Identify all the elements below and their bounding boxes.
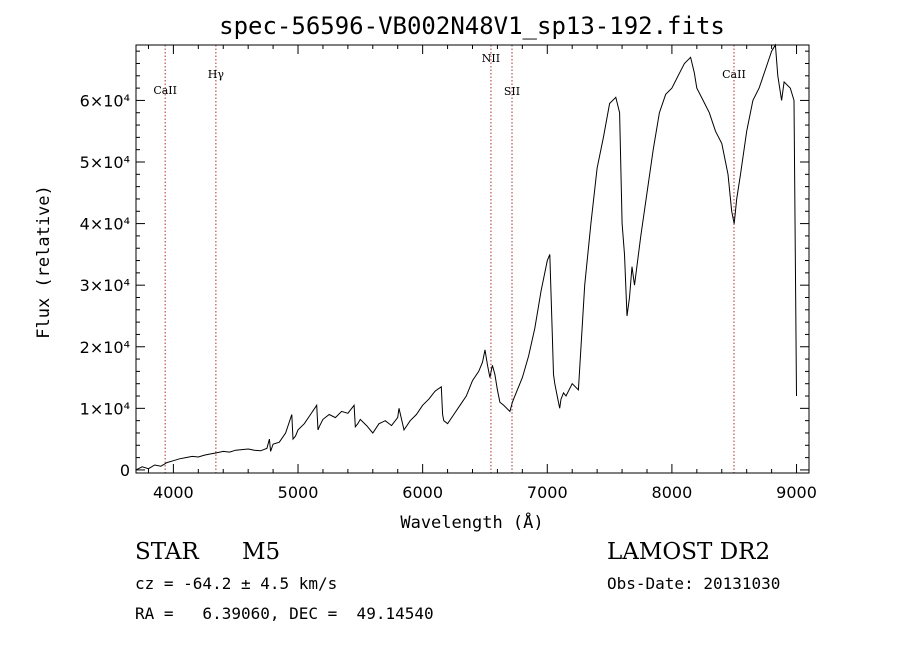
chart-title: spec-56596-VB002N48V1_sp13-192.fits — [219, 12, 725, 40]
spectrum-line — [135, 43, 797, 471]
marker-label: CaII — [153, 84, 177, 97]
marker-label: NII — [482, 52, 500, 65]
x-tick-label: 7000 — [527, 483, 568, 502]
survey-label: LAMOST DR2 — [607, 539, 771, 565]
y-axis: 0 1×10⁴ 2×10⁴ 3×10⁴ 4×10⁴ 5×10⁴ 6×10⁴ — [80, 50, 809, 480]
marker-label: CaII — [722, 68, 746, 81]
x-axis-label: Wavelength (Å) — [400, 511, 543, 533]
y-tick-label: 1×10⁴ — [80, 399, 130, 418]
x-tick-label: 9000 — [776, 483, 817, 502]
redshift-text: cz = -64.2 ± 4.5 km/s — [135, 574, 338, 593]
y-tick-label: 3×10⁴ — [80, 276, 130, 295]
spectral-subclass: M5 — [242, 539, 281, 565]
marker-label: Hγ — [208, 68, 225, 81]
x-tick-label: 4000 — [153, 483, 194, 502]
plot-area: CaII Hγ NII SII CaII — [135, 43, 797, 473]
object-type: STAR — [135, 539, 199, 565]
obs-date-text: Obs-Date: 20131030 — [607, 574, 781, 593]
x-tick-label: 8000 — [652, 483, 693, 502]
y-tick-label: 0 — [120, 461, 130, 480]
coordinates-text: RA = 6.39060, DEC = 49.14540 — [135, 604, 434, 623]
x-tick-label: 5000 — [278, 483, 319, 502]
y-tick-label: 6×10⁴ — [80, 91, 130, 110]
x-axis: 4000 5000 6000 7000 8000 9000 — [147, 45, 817, 502]
marker-label: SII — [504, 85, 520, 98]
x-tick-label: 6000 — [402, 483, 443, 502]
y-tick-label: 2×10⁴ — [80, 338, 130, 357]
y-tick-label: 4×10⁴ — [80, 215, 130, 234]
y-axis-label: Flux (relative) — [34, 185, 54, 339]
y-tick-label: 5×10⁴ — [80, 153, 130, 172]
